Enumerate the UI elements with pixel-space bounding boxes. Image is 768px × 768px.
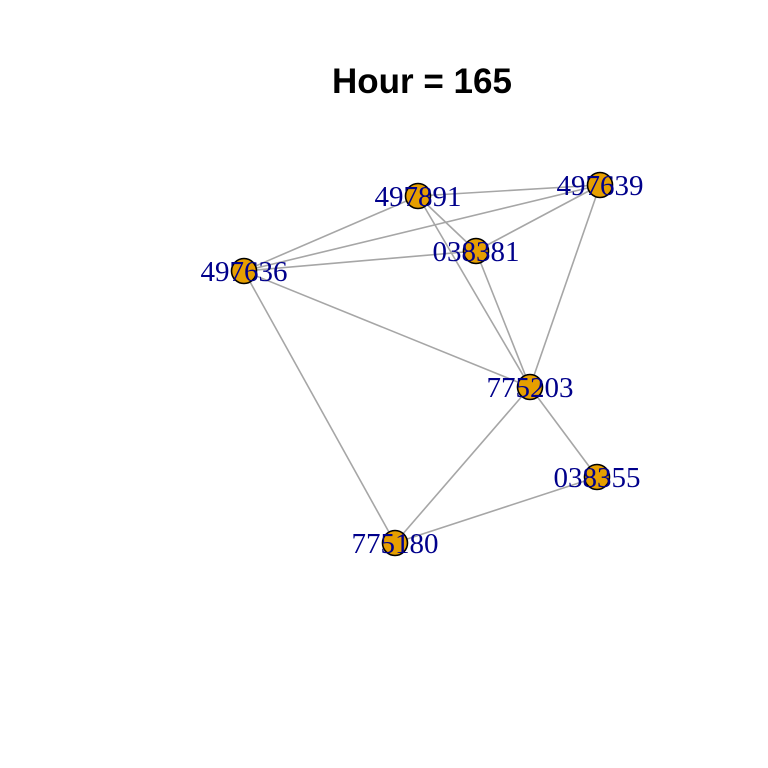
edge-497891-775203 — [417, 195, 531, 388]
edge-497636-775180 — [243, 270, 396, 544]
node-038381 — [462, 237, 490, 265]
node-label-497636: 497636 — [201, 256, 288, 288]
node-label-775180: 775180 — [352, 528, 439, 560]
node-038355 — [583, 463, 611, 491]
node-label-775203: 775203 — [487, 372, 574, 404]
edge-497891-497636 — [243, 195, 419, 272]
node-label-497639: 497639 — [557, 170, 644, 202]
edge-775203-775180 — [394, 386, 531, 544]
edge-layer — [243, 184, 601, 544]
edge-038381-497636 — [243, 250, 477, 272]
node-label-038381: 038381 — [433, 236, 520, 268]
edge-497639-497636 — [243, 184, 601, 272]
plot-title: Hour = 165 — [332, 62, 512, 101]
edge-497639-775203 — [529, 184, 601, 388]
edge-038355-775180 — [394, 476, 598, 544]
node-497636 — [230, 257, 258, 285]
edge-775203-038355 — [529, 386, 598, 478]
edge-497636-775203 — [243, 270, 531, 388]
label-layer: 497891 497639 038381 497636 775203 038355 7751… — [201, 170, 644, 560]
edge-497639-038381 — [475, 184, 601, 252]
node-497639 — [586, 171, 614, 199]
node-label-497891: 497891 — [375, 181, 462, 213]
node-775180 — [381, 529, 409, 557]
node-layer — [230, 171, 614, 557]
edge-497891-497639 — [417, 184, 601, 197]
node-497891 — [404, 182, 432, 210]
node-label-038355: 038355 — [554, 462, 641, 494]
node-775203 — [516, 373, 544, 401]
edge-038381-775203 — [475, 250, 531, 388]
edge-497891-038381 — [417, 195, 477, 252]
